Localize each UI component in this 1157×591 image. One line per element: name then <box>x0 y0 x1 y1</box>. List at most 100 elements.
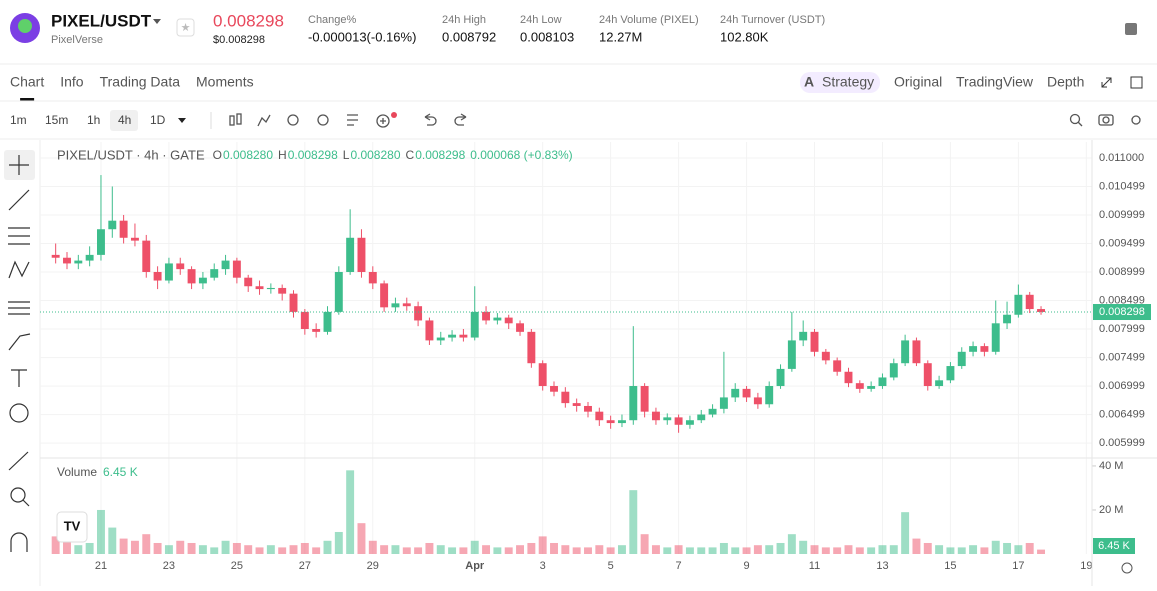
symbol[interactable]: PIXEL/USDT <box>51 11 152 30</box>
tabs: Chart Info Trading Data Moments <box>10 74 254 101</box>
x-tick-label: 7 <box>676 560 682 572</box>
candle-body <box>346 237 355 272</box>
volume-bar <box>663 547 672 554</box>
x-tick-label: 11 <box>809 560 820 572</box>
toolbar-icons[interactable] <box>229 113 1141 128</box>
drawing-tools[interactable] <box>4 150 35 552</box>
volume-bar <box>380 545 389 554</box>
tv-logo[interactable] <box>56 511 88 543</box>
interval[interactable]: 1h <box>87 113 100 127</box>
volume-bar <box>402 547 411 554</box>
volume-bar <box>63 540 71 554</box>
candle-body <box>436 337 445 341</box>
candle-body <box>991 323 1000 352</box>
y-tick-label: 0.010499 <box>1099 180 1145 192</box>
candle-body <box>765 386 774 405</box>
window-icon[interactable] <box>1130 76 1143 89</box>
y-tick-label: 0.006499 <box>1099 408 1145 420</box>
candle-body <box>674 417 683 425</box>
candle-body <box>538 363 547 387</box>
candle-body <box>606 420 615 424</box>
volume-bar <box>130 540 139 554</box>
volume-bar <box>97 509 105 554</box>
volume-bar <box>300 542 309 554</box>
volume-bar <box>334 531 343 554</box>
candle-body <box>1025 294 1034 310</box>
candle-body <box>561 391 570 404</box>
volume-bar <box>572 547 581 554</box>
legend-value: 0.008280 <box>223 148 273 162</box>
volume-bar <box>855 547 864 554</box>
interval[interactable]: 15m <box>45 113 68 127</box>
candle-body <box>821 351 830 361</box>
price-usd: $0.008298 <box>213 34 265 46</box>
candle-body <box>119 220 128 238</box>
interval-dropdown[interactable] <box>178 118 186 123</box>
settings-icon[interactable] <box>1121 562 1133 574</box>
volume-bar <box>618 545 626 554</box>
views: Strategy Original TradingView Depth A <box>804 74 1084 90</box>
y-tick-label: 0.008499 <box>1099 294 1145 306</box>
symbol-dropdown[interactable] <box>153 19 161 24</box>
volume-bar <box>448 547 457 554</box>
stat-value: -0.000013(-0.16%) <box>308 29 416 44</box>
volume-bar <box>912 538 921 554</box>
volume-bar <box>1025 542 1034 554</box>
plot: 0.011000 0.010499 0.009999 0.009499 0.008999… <box>40 142 1151 572</box>
candle-body <box>459 334 468 338</box>
volume-bar <box>708 547 717 554</box>
favorite[interactable] <box>176 18 195 37</box>
view-tab[interactable]: Depth <box>1047 74 1084 90</box>
candle-body <box>448 334 457 338</box>
interval[interactable]: 4h <box>118 113 131 127</box>
x-tick-label: 3 <box>540 560 546 572</box>
candle-body <box>550 386 558 392</box>
volume-bar <box>765 545 774 554</box>
volume-bar <box>85 542 94 554</box>
volume-bar <box>108 527 117 554</box>
strategy-icon: A <box>804 74 814 90</box>
candle-body <box>51 254 60 258</box>
volume-tick-label: 40 M <box>1099 460 1123 472</box>
candle-body <box>799 331 808 341</box>
candle-body <box>935 380 944 387</box>
info-icon[interactable] <box>1125 23 1137 35</box>
view-tab[interactable]: TradingView <box>956 74 1034 90</box>
x-tick-label: 29 <box>367 560 379 572</box>
tab[interactable]: Moments <box>196 74 254 90</box>
volume-bar <box>266 545 275 554</box>
candle-body <box>584 405 592 412</box>
x-tick-label: 21 <box>95 560 107 572</box>
tab[interactable]: Chart <box>10 74 44 90</box>
x-tick-label: Apr <box>465 560 485 572</box>
interval[interactable]: 1D <box>150 113 166 127</box>
legend-key: O <box>213 148 222 162</box>
expand-icon[interactable] <box>1101 77 1112 88</box>
volume-tag-label: 6.45 K <box>1098 540 1130 552</box>
candle-body <box>923 363 932 387</box>
candle-body <box>776 368 785 387</box>
candle-body <box>402 303 411 307</box>
candle-body <box>108 220 117 230</box>
favorite-star[interactable]: ★ <box>181 22 191 34</box>
volume-bar <box>527 542 536 554</box>
view-tab[interactable]: Strategy <box>822 74 874 90</box>
volume-bar <box>753 545 762 554</box>
strategy-pill[interactable] <box>800 72 880 93</box>
tab[interactable]: Info <box>60 74 84 90</box>
candle-body <box>1003 314 1012 324</box>
candle-body <box>380 283 389 308</box>
candle-body <box>855 383 864 389</box>
volume-bar <box>969 545 978 554</box>
tab[interactable]: Trading Data <box>100 74 181 90</box>
volume-bar <box>651 545 660 554</box>
candle-body <box>187 269 196 284</box>
candle-body <box>957 351 966 367</box>
view-tab[interactable]: Original <box>894 74 942 90</box>
candle-body <box>867 386 876 389</box>
interval[interactable]: 1m <box>10 113 27 127</box>
candle-body <box>176 263 185 270</box>
candle-body <box>278 287 287 294</box>
candle-body <box>1014 294 1023 315</box>
tv-logo-mark[interactable]: TV <box>64 518 81 533</box>
